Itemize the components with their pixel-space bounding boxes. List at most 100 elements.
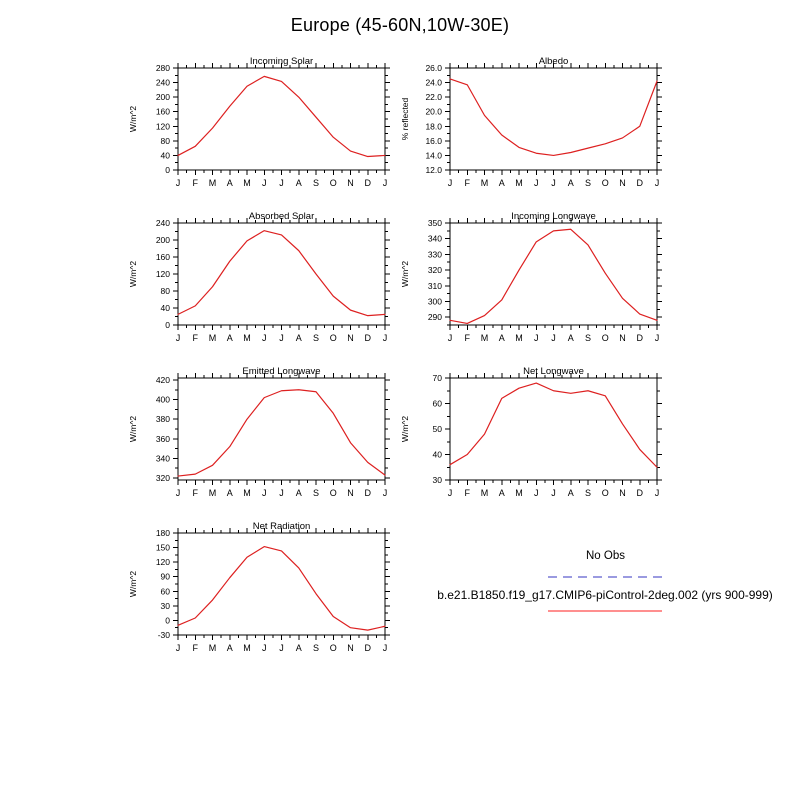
x-tick-label: N [347, 643, 354, 653]
x-tick-label: S [313, 488, 319, 498]
x-tick-label: J [551, 333, 556, 343]
x-tick-label: M [481, 488, 489, 498]
x-tick-label: F [193, 333, 199, 343]
y-tick-label: 180 [156, 528, 170, 538]
y-tick-labels: -30 0 30 60 90 120 150 180 [156, 528, 170, 640]
x-tick-label: M [209, 643, 217, 653]
x-tick-label: D [365, 333, 372, 343]
page-title: Europe (45-60N,10W-30E) [290, 15, 510, 35]
x-tick-label: S [313, 643, 319, 653]
x-tick-label: J [383, 488, 388, 498]
x-tick-label: A [499, 178, 505, 188]
y-tick-labels: 0 40 80 120 160 200 240 280 [156, 63, 170, 175]
x-tick-label: J [448, 333, 453, 343]
y-tick-label: 380 [156, 414, 170, 424]
y-axis-label: W/m^2 [400, 261, 410, 287]
y-tick-label: 120 [156, 269, 170, 279]
x-tick-label: J [262, 178, 267, 188]
model-solid-line-sample [548, 610, 662, 612]
chart-emitted-longwave: Emitted Longwave W/m^2 320 340 360 380 400 420 J… [123, 364, 393, 521]
x-tick-label: F [465, 488, 471, 498]
chart-title: Absorbed Solar [249, 211, 314, 222]
y-tick-label: 30 [161, 601, 171, 611]
x-tick-label: S [313, 178, 319, 188]
x-tick-label: M [481, 333, 489, 343]
y-tick-label: 320 [428, 265, 442, 275]
y-tick-label: 340 [428, 234, 442, 244]
chart-albedo: Albedo % reflected 12.0 14.0 16.0 18.0 20.0 22.… [395, 54, 665, 211]
series-line [449, 228, 658, 325]
y-tick-label: 120 [156, 121, 170, 131]
y-axis-label: % reflected [400, 97, 410, 140]
y-tick-labels: 320 340 360 380 400 420 [156, 375, 170, 483]
y-tick-label: 150 [156, 543, 170, 553]
chart-svg-emitted-longwave: Emitted Longwave W/m^2 320 340 360 380 400 420 J… [128, 366, 390, 498]
chart-title: Net Radiation [253, 521, 311, 532]
axes [445, 63, 662, 175]
chart-title: Emitted Longwave [242, 366, 320, 377]
x-tick-label: A [227, 488, 233, 498]
y-tick-label: 22.0 [425, 92, 442, 102]
x-tick-label: J [279, 488, 284, 498]
legend-model-label: b.e21.B1850.f19_g17.CMIP6-piControl-2deg… [437, 588, 773, 602]
y-tick-label: 90 [161, 572, 171, 582]
x-tick-label: J [262, 488, 267, 498]
y-tick-label: 160 [156, 252, 170, 262]
chart-title: Incoming Solar [250, 56, 313, 67]
chart-absorbed-solar: Absorbed Solar W/m^2 0 40 80 120 160 200 240 J F M A… [123, 209, 393, 366]
x-tick-label: M [481, 178, 489, 188]
y-tick-label: 400 [156, 395, 170, 405]
y-tick-label: 0 [165, 615, 170, 625]
y-tick-label: 340 [156, 453, 170, 463]
y-tick-label: 80 [161, 136, 171, 146]
x-tick-label: J [279, 333, 284, 343]
no-obs-dashed-line-sample [548, 576, 662, 578]
x-tick-label: M [243, 488, 251, 498]
axes [173, 63, 390, 175]
x-tick-label: N [619, 488, 626, 498]
x-tick-label: J [262, 333, 267, 343]
series-line [177, 389, 386, 477]
y-tick-label: 20.0 [425, 107, 442, 117]
x-tick-label: F [193, 643, 199, 653]
x-tick-label: A [499, 333, 505, 343]
y-tick-label: 290 [428, 312, 442, 322]
chart-net-radiation: Net Radiation W/m^2 -30 0 30 60 90 120 150 180 J F M… [123, 519, 393, 676]
x-tick-label: D [365, 643, 372, 653]
legend-no-obs-label: No Obs [586, 550, 625, 562]
x-tick-label: F [465, 178, 471, 188]
y-tick-label: 30 [433, 475, 443, 485]
y-tick-label: 200 [156, 235, 170, 245]
axes [445, 373, 662, 485]
x-tick-label: J [655, 178, 660, 188]
x-tick-label: J [176, 333, 181, 343]
axes [173, 218, 390, 330]
chart-net-longwave: Net Longwave W/m^2 30 40 50 60 70 J F M A M J J A S O N D J [395, 364, 665, 521]
x-tick-label: D [637, 178, 644, 188]
x-tick-label: J [176, 178, 181, 188]
y-axis-label: W/m^2 [128, 261, 138, 287]
y-tick-label: 60 [161, 586, 171, 596]
x-tick-label: N [347, 178, 354, 188]
y-tick-label: 26.0 [425, 63, 442, 73]
series-line [449, 78, 658, 157]
x-tick-label: M [515, 333, 523, 343]
x-tick-label: N [619, 333, 626, 343]
x-tick-label: J [383, 643, 388, 653]
x-tick-label: O [602, 488, 609, 498]
y-tick-label: 350 [428, 218, 442, 228]
chart-svg-incoming-solar: Incoming Solar W/m^2 0 40 80 120 160 200 240 280 J… [128, 56, 390, 188]
chart-svg-incoming-longwave: Incoming Longwave W/m^2 290 300 310 320 330 340… [400, 211, 662, 343]
y-tick-label: 0 [165, 320, 170, 330]
y-tick-label: 80 [161, 286, 171, 296]
chart-incoming-longwave: Incoming Longwave W/m^2 290 300 310 320 330 340… [395, 209, 665, 366]
x-tick-label: M [515, 178, 523, 188]
y-tick-label: 280 [156, 63, 170, 73]
x-tick-label: J [383, 333, 388, 343]
series-line [177, 546, 386, 631]
y-tick-label: 310 [428, 281, 442, 291]
